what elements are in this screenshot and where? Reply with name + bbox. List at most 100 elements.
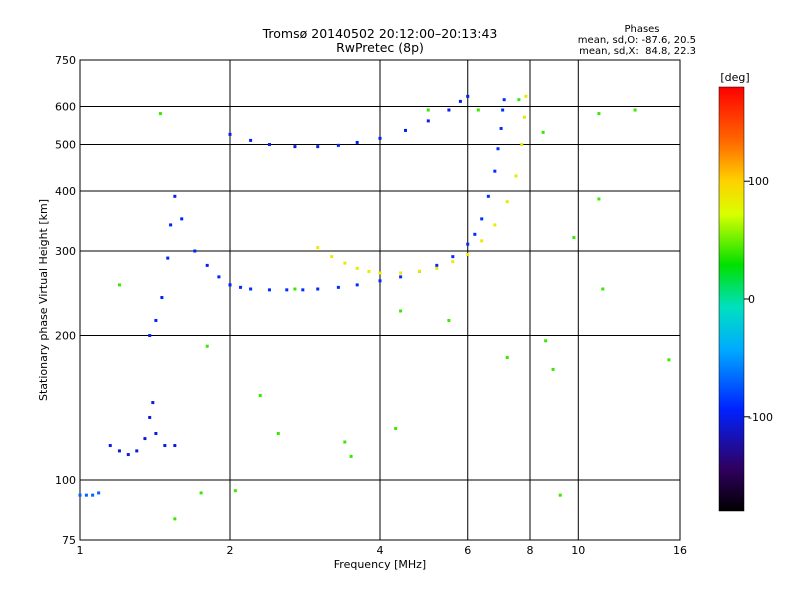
data-point [399, 309, 403, 313]
data-point [78, 493, 82, 497]
data-point [493, 169, 497, 173]
data-point [435, 263, 439, 267]
data-point [193, 249, 197, 253]
data-point [466, 94, 470, 98]
data-point [117, 449, 121, 453]
data-point [126, 453, 130, 457]
data-point [166, 256, 170, 260]
x-tick-label: 1 [77, 544, 84, 557]
chart-title: Tromsø 20140502 20:12:00–20:13:43 [262, 26, 498, 41]
colorbar-tick-label: 0 [748, 293, 755, 306]
data-point [336, 285, 340, 289]
data-point [154, 432, 158, 436]
data-point [316, 287, 320, 291]
y-tick-label: 750 [55, 54, 76, 67]
stats-line-x: mean, sd,X: 84.8, 22.3 [579, 46, 696, 57]
data-point [505, 200, 509, 204]
data-point [336, 143, 340, 147]
data-point [473, 232, 477, 236]
data-point [135, 449, 139, 453]
y-tick-label: 200 [55, 330, 76, 343]
data-point [163, 444, 167, 448]
data-point [199, 491, 203, 495]
data-point [524, 94, 528, 98]
data-point [426, 108, 430, 112]
x-tick-label: 2 [227, 544, 234, 557]
data-point [355, 140, 359, 144]
data-point [403, 128, 407, 132]
colorbar-label: [deg] [720, 71, 749, 84]
data-point [148, 415, 152, 419]
data-point [343, 440, 347, 444]
data-point [597, 197, 601, 201]
data-point [205, 263, 209, 267]
stats-header: Phases [624, 24, 659, 35]
data-point [480, 239, 484, 243]
data-point [597, 112, 601, 116]
data-point [451, 260, 455, 264]
data-point [572, 236, 576, 240]
data-point [267, 288, 271, 292]
data-point [417, 269, 421, 273]
x-tick-label: 16 [673, 544, 687, 557]
data-point [367, 269, 371, 273]
x-axis-ticks: 1 2 4 6 8 10 16 [77, 544, 688, 557]
data-point [228, 283, 232, 287]
data-point [458, 99, 462, 103]
data-point [228, 132, 232, 136]
data-point [520, 143, 524, 147]
data-point [148, 334, 152, 338]
data-point [493, 223, 497, 227]
data-point [486, 194, 490, 198]
chart-subtitle: RwPretec (8p) [336, 40, 424, 55]
x-tick-label: 8 [527, 544, 534, 557]
data-point [173, 444, 177, 448]
data-point [378, 271, 382, 275]
data-point [151, 401, 155, 405]
data-point [551, 367, 555, 371]
data-point [154, 318, 158, 322]
data-point [517, 98, 521, 102]
data-point [285, 288, 289, 292]
data-point [180, 217, 184, 221]
data-point [293, 145, 297, 149]
data-point [355, 283, 359, 287]
data-point [667, 358, 671, 362]
data-point [173, 194, 177, 198]
data-point [301, 288, 305, 292]
data-point [466, 253, 470, 257]
data-point [173, 517, 177, 521]
data-point [249, 138, 253, 142]
stats-line-o: mean, sd,O: -87.6, 20.5 [578, 35, 696, 46]
data-point [378, 279, 382, 283]
y-tick-label: 300 [55, 245, 76, 258]
data-point [217, 275, 221, 279]
y-axis-label: Stationary phase Virtual Height [km] [37, 199, 50, 401]
data-point [496, 147, 500, 151]
data-point [267, 143, 271, 147]
data-point [378, 136, 382, 140]
y-tick-label: 100 [55, 474, 76, 487]
data-point [435, 266, 439, 270]
data-point [447, 318, 451, 322]
data-point [466, 242, 470, 246]
data-point [316, 246, 320, 250]
data-point [258, 394, 262, 398]
data-point [523, 115, 527, 119]
data-point [355, 266, 359, 270]
data-point [541, 130, 545, 134]
data-point [108, 444, 112, 448]
data-point [514, 174, 518, 178]
colorbar-tick-label: 100 [748, 175, 769, 188]
data-point [293, 287, 297, 291]
data-point [499, 126, 503, 130]
data-point [447, 108, 451, 112]
data-point [316, 145, 320, 149]
x-tick-label: 10 [571, 544, 585, 557]
data-point [394, 427, 398, 431]
data-point [143, 437, 147, 441]
data-point [349, 454, 353, 458]
y-axis-ticks: 75 100 200 300 400 500 600 750 [55, 54, 76, 547]
data-point [501, 108, 505, 112]
data-point [160, 296, 164, 300]
